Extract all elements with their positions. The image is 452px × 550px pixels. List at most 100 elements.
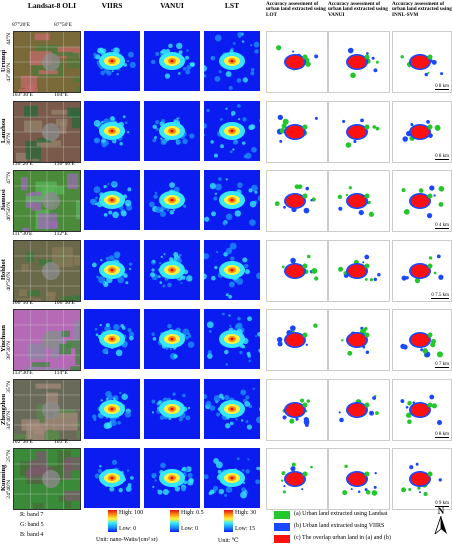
landsat-panel [13,239,81,302]
latitude-tick: 25°N [6,450,12,462]
vanui-panel [144,309,200,369]
vanui-colorbar [170,510,179,532]
acc-lot-panel [266,100,328,163]
header-vanui: VANUI [160,1,184,10]
latitude-tick: 36°N [6,132,12,145]
longitude-tick: 87°20′E [12,22,31,28]
header-lst: LST [224,1,240,10]
landsat-panel [13,378,81,441]
header-landsat: Landsat-8 OLI [27,1,77,10]
viirs-low: Low: 0 [119,526,137,532]
lst-panel [204,378,260,439]
viirs-panel [84,448,140,508]
longitude-tick: 87°50′E [54,22,73,28]
latitude-tick: 35°N [6,380,12,393]
scale-bar: 0 8 km [435,153,449,160]
longitude-tick: 130°40′E [54,161,75,167]
vanui-panel [144,239,200,300]
acc-innl-panel: 0 7 km [392,309,452,371]
class-c-swatch [274,535,290,543]
landsat-panel [13,448,81,510]
vanui-panel [144,100,200,161]
lst-panel [204,100,260,161]
scale-bar: 0 7 km [435,362,449,368]
acc-lot-panel [266,31,328,93]
vanui-low: Low: 0 [181,526,199,532]
scale-bar: 0 9 km [435,501,449,507]
band-g: G: band 5 [20,522,44,528]
viirs-high: High: 100 [119,510,144,516]
lst-panel [204,31,260,91]
acc-vanui-panel [328,31,390,93]
city-label: Lanzhou [0,118,7,143]
scale-bar: 0 7.5 km [431,292,449,299]
vanui-high: High: 0.5 [181,510,204,516]
landsat-panel [13,100,81,163]
acc-innl-panel: 0 8 km [392,100,452,163]
latitude-tick: 38°30′N [6,341,12,360]
north-arrow-icon: N [434,506,448,536]
longitude-tick: 102°30′E [12,439,33,445]
band-r: R: band 7 [20,512,44,518]
class-b-swatch [274,523,290,531]
header-acc-vanui: Accuracy assessment of urban land extrac… [328,1,388,18]
acc-vanui-panel [328,309,390,371]
acc-vanui-panel [328,100,390,163]
longitude-tick: 114°E [54,369,68,376]
latitude-tick: 24°40′N [6,480,12,499]
latitude-tick: 46°50′N [6,202,12,221]
acc-innl-panel: 0 8 km [392,31,452,93]
acc-vanui-panel [328,239,390,302]
lst-colorbar [224,510,233,532]
scale-bar: 0 8 km [435,84,449,90]
viirs-colorbar [108,510,117,532]
acc-lot-panel [266,448,328,510]
acc-innl-panel: 0 9 km [392,448,452,510]
landsat-panel [13,309,81,371]
class-a-swatch [274,511,290,519]
acc-lot-panel [266,378,328,441]
lst-panel [204,170,260,230]
vanui-panel [144,378,200,439]
header-viirs: VIIRS [101,1,123,10]
city-label: Yinchuan [0,325,7,353]
latitude-tick: 47°N [6,172,12,184]
acc-innl-panel: 0 8 km [392,378,452,441]
class-a-label: (a) Urban land extracted using Landsat [294,511,388,517]
scale-bar: 0 4 km [435,223,449,229]
longitude-tick: 112°E [54,230,68,237]
longitude-tick: 106°30′E [54,300,75,306]
header-acc-lot: Accuracy assessment of urban land extrac… [266,1,326,18]
longitude-tick: 130°20′E [12,161,33,167]
viirs-panel [84,100,140,161]
class-b-label: (b) Urban land extracted using VIIRS [294,523,385,529]
longitude-tick: 113°30′E [12,369,33,376]
scale-bar: 0 8 km [435,431,449,438]
lst-unit: Unit: ℃ [218,538,239,544]
vanui-panel [144,31,200,91]
viirs-panel [84,31,140,91]
acc-lot-panel [266,239,328,302]
latitude-tick: 34°40′N [6,410,12,430]
lst-panel [204,448,260,508]
lst-panel [204,309,260,369]
latitude-tick: 40°50′N [6,271,12,291]
viirs-unit: Unit: nano-Watts/(cm² sr) [96,537,158,543]
lst-low: Low: 15 [235,526,256,532]
landsat-panel [13,170,81,232]
acc-lot-panel [266,309,328,371]
acc-vanui-panel [328,378,390,441]
band-b: B: band 4 [20,532,44,538]
viirs-panel [84,239,140,300]
acc-innl-panel: 0 7.5 km [392,239,452,302]
viirs-panel [84,378,140,439]
latitude-tick: 44°N [6,33,12,45]
lst-panel [204,239,260,300]
landsat-panel [13,31,81,93]
longitude-tick: 106°10′E [12,300,33,306]
acc-vanui-panel [328,448,390,510]
acc-vanui-panel [328,170,390,232]
north-label: N [437,506,445,516]
viirs-panel [84,170,140,230]
header-acc-innl: Accuracy assessment of urban land extrac… [392,1,452,18]
